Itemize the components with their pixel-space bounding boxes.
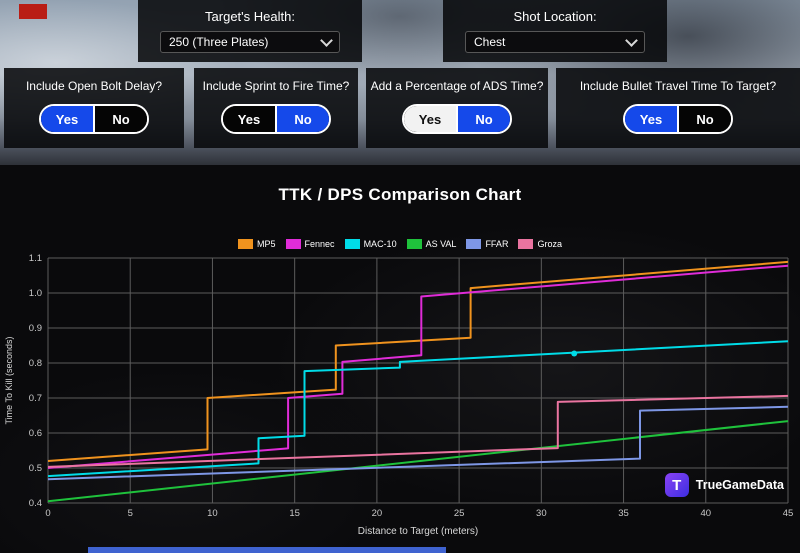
bullet-travel-label: Include Bullet Travel Time To Target?: [579, 79, 777, 93]
targets-health-label: Target's Health:: [205, 9, 295, 24]
grid-lines: [47, 257, 789, 504]
logo-letter: T: [672, 476, 682, 494]
legend-item-Groza[interactable]: Groza: [518, 239, 562, 249]
chart-section: TTK / DPS Comparison Chart MP5 Fennec MAC-…: [0, 165, 800, 553]
svg-text:10: 10: [207, 508, 218, 519]
targets-health-group: Target's Health: 250 (Three Plates): [138, 0, 362, 62]
svg-text:0.7: 0.7: [29, 393, 42, 404]
open-bolt-delay-panel: Include Open Bolt Delay? Yes No: [4, 68, 184, 148]
legend-swatch: [285, 239, 301, 249]
axis-labels: 0 5 10 15 20 25 30 35 40 45 0.4 0.5 0.6 0.7 0.8 0.9 1.0 1…: [4, 253, 793, 537]
svg-text:0.6: 0.6: [29, 428, 42, 439]
sprint-to-fire-toggle: Yes No: [221, 104, 331, 134]
series-lines: [47, 260, 789, 503]
shot-location-value: Chest: [474, 35, 506, 49]
legend-swatch: [238, 239, 254, 249]
series-line-Fennec: [47, 264, 789, 469]
legend-label: MAC-10: [363, 239, 397, 249]
open-bolt-yes-button[interactable]: Yes: [41, 106, 93, 132]
ads-time-toggle: Yes No: [402, 104, 512, 134]
svg-text:Distance to Target (meters): Distance to Target (meters): [358, 526, 478, 537]
svg-text:40: 40: [700, 508, 711, 519]
chevron-down-icon: [625, 33, 638, 47]
ads-yes-button[interactable]: Yes: [404, 106, 456, 132]
legend-label: FFAR: [485, 239, 509, 249]
svg-text:0.5: 0.5: [29, 463, 42, 474]
svg-text:45: 45: [783, 508, 794, 519]
shot-location-group: Shot Location: Chest: [443, 0, 667, 62]
svg-text:0.4: 0.4: [29, 498, 42, 509]
sprint-to-fire-label: Include Sprint to Fire Time?: [202, 79, 350, 93]
red-indicator: [19, 4, 47, 19]
open-bolt-no-button[interactable]: No: [93, 106, 147, 132]
legend-item-FFAR[interactable]: FFAR: [466, 239, 508, 249]
legend-label: Fennec: [304, 239, 335, 249]
targets-health-value: 250 (Three Plates): [169, 35, 269, 49]
sprint-yes-button[interactable]: Yes: [223, 106, 275, 132]
svg-text:0.8: 0.8: [29, 358, 42, 369]
chart-title: TTK / DPS Comparison Chart: [278, 185, 522, 204]
ads-no-button[interactable]: No: [456, 106, 510, 132]
svg-text:1.0: 1.0: [29, 288, 42, 299]
open-bolt-delay-label: Include Open Bolt Delay?: [25, 79, 163, 93]
svg-text:Time To Kill (seconds): Time To Kill (seconds): [4, 336, 14, 424]
sprint-no-button[interactable]: No: [275, 106, 329, 132]
series-marker-MAC-10: [571, 350, 578, 357]
open-bolt-delay-toggle: Yes No: [39, 104, 149, 134]
truegamedata-logo[interactable]: T TrueGameData: [664, 473, 784, 497]
svg-text:5: 5: [128, 508, 133, 519]
bullet-travel-toggle: Yes No: [623, 104, 733, 134]
chart-legend: MP5 Fennec MAC-10 AS VAL FFAR Groza: [0, 239, 800, 249]
sprint-to-fire-panel: Include Sprint to Fire Time? Yes No: [194, 68, 358, 148]
bullet-travel-panel: Include Bullet Travel Time To Target? Ye…: [556, 68, 800, 148]
legend-label: AS VAL: [425, 239, 457, 249]
shot-location-label: Shot Location:: [513, 9, 597, 24]
truegamedata-logo-icon: T: [664, 473, 689, 497]
svg-text:0: 0: [45, 508, 50, 519]
legend-swatch: [466, 239, 482, 249]
series-line-FFAR: [47, 405, 789, 481]
svg-text:15: 15: [289, 508, 300, 519]
legend-swatch: [344, 239, 360, 249]
svg-text:20: 20: [372, 508, 383, 519]
legend-item-AS VAL[interactable]: AS VAL: [406, 239, 457, 249]
bullet-travel-no-button[interactable]: No: [677, 106, 731, 132]
shot-location-select[interactable]: Chest: [465, 31, 645, 53]
bullet-travel-yes-button[interactable]: Yes: [625, 106, 677, 132]
series-line-AS VAL: [47, 420, 789, 503]
legend-item-Fennec[interactable]: Fennec: [285, 239, 335, 249]
ads-time-label: Add a Percentage of ADS Time?: [370, 79, 544, 93]
svg-text:25: 25: [454, 508, 465, 519]
truegamedata-logo-text: TrueGameData: [695, 478, 784, 492]
series-line-MP5: [47, 260, 789, 462]
legend-item-MAC-10[interactable]: MAC-10: [344, 239, 397, 249]
ads-time-panel: Add a Percentage of ADS Time? Yes No: [366, 68, 548, 148]
svg-text:35: 35: [618, 508, 629, 519]
legend-label: Groza: [537, 239, 562, 249]
series-line-Groza: [47, 394, 789, 468]
chevron-down-icon: [320, 33, 333, 47]
legend-swatch: [406, 239, 422, 249]
legend-label: MP5: [257, 239, 276, 249]
svg-text:1.1: 1.1: [29, 253, 42, 264]
targets-health-select[interactable]: 250 (Three Plates): [160, 31, 340, 53]
legend-swatch: [518, 239, 534, 249]
svg-text:30: 30: [536, 508, 547, 519]
svg-text:0.9: 0.9: [29, 323, 42, 334]
ttk-comparison-chart: 0 5 10 15 20 25 30 35 40 45 0.4 0.5 0.6 0.7 0.8 0.9 1.0 1…: [4, 253, 793, 537]
bottom-scroll-indicator[interactable]: [88, 547, 446, 553]
legend-item-MP5[interactable]: MP5: [238, 239, 276, 249]
